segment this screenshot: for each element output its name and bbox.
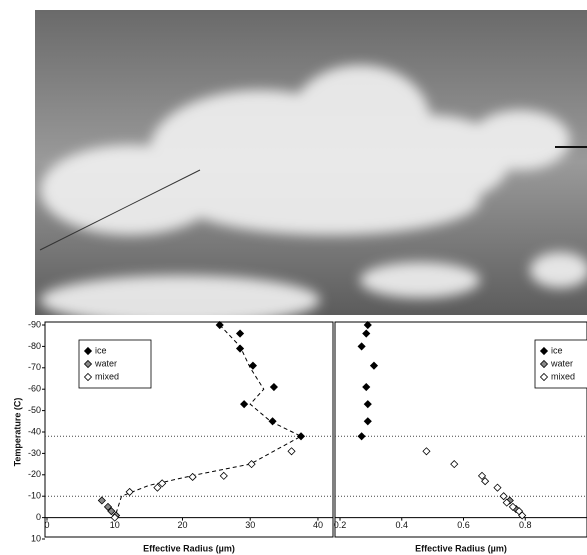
data-point [298, 433, 305, 440]
data-point [364, 322, 371, 329]
x-tick-label: 0.4 [395, 520, 408, 530]
x-tick-label: 0.6 [457, 520, 470, 530]
y-axis-title: Temperature (C) [12, 398, 22, 467]
y-tick-label: -80 [28, 341, 41, 351]
x-tick-label: 20 [177, 520, 187, 530]
data-point [364, 418, 371, 425]
x-tick-label: 30 [245, 520, 255, 530]
data-point [159, 480, 166, 487]
x-tick-label: 0.8 [519, 520, 532, 530]
data-point [220, 472, 227, 479]
y-tick-label: -90 [28, 319, 41, 329]
data-point [423, 448, 430, 455]
y-tick-label: 10 [31, 533, 41, 543]
data-point [270, 384, 277, 391]
x-axis-title: Effective Radius (µm) [415, 543, 507, 553]
data-point [494, 484, 501, 491]
data-point [364, 401, 371, 408]
legend-label: mixed [551, 371, 575, 381]
data-point [358, 433, 365, 440]
data-point [288, 448, 295, 455]
y-tick-label: -20 [28, 469, 41, 479]
figure: -90-80-70-60-50-40-30-20-10010010203040E… [0, 0, 587, 555]
data-point [269, 418, 276, 425]
x-tick-label: 0 [44, 520, 49, 530]
data-point [370, 362, 377, 369]
data-point [363, 384, 370, 391]
data-point [154, 484, 161, 491]
legend-label: mixed [95, 371, 119, 381]
data-point [237, 345, 244, 352]
y-tick-label: -40 [28, 426, 41, 436]
data-point [241, 401, 248, 408]
data-point [358, 343, 365, 350]
y-tick-label: -70 [28, 362, 41, 372]
data-point [363, 330, 370, 337]
y-tick-label: -60 [28, 384, 41, 394]
x-axis-title: Effective Radius (µm) [143, 543, 235, 553]
data-point [98, 497, 105, 504]
data-point [451, 461, 458, 468]
x-tick-label: 40 [313, 520, 323, 530]
legend-label: ice [551, 345, 563, 355]
data-point [189, 473, 196, 480]
legend-label: water [550, 358, 573, 368]
legend-label: water [94, 358, 117, 368]
cloud-photo [35, 10, 587, 325]
data-point [237, 330, 244, 337]
data-point [249, 362, 256, 369]
y-tick-label: 0 [36, 512, 41, 522]
legend-label: ice [95, 345, 107, 355]
x-tick-label: 0.2 [334, 520, 347, 530]
data-point [500, 493, 507, 500]
y-tick-label: -50 [28, 405, 41, 415]
y-tick-label: -30 [28, 448, 41, 458]
y-tick-label: -10 [28, 491, 41, 501]
